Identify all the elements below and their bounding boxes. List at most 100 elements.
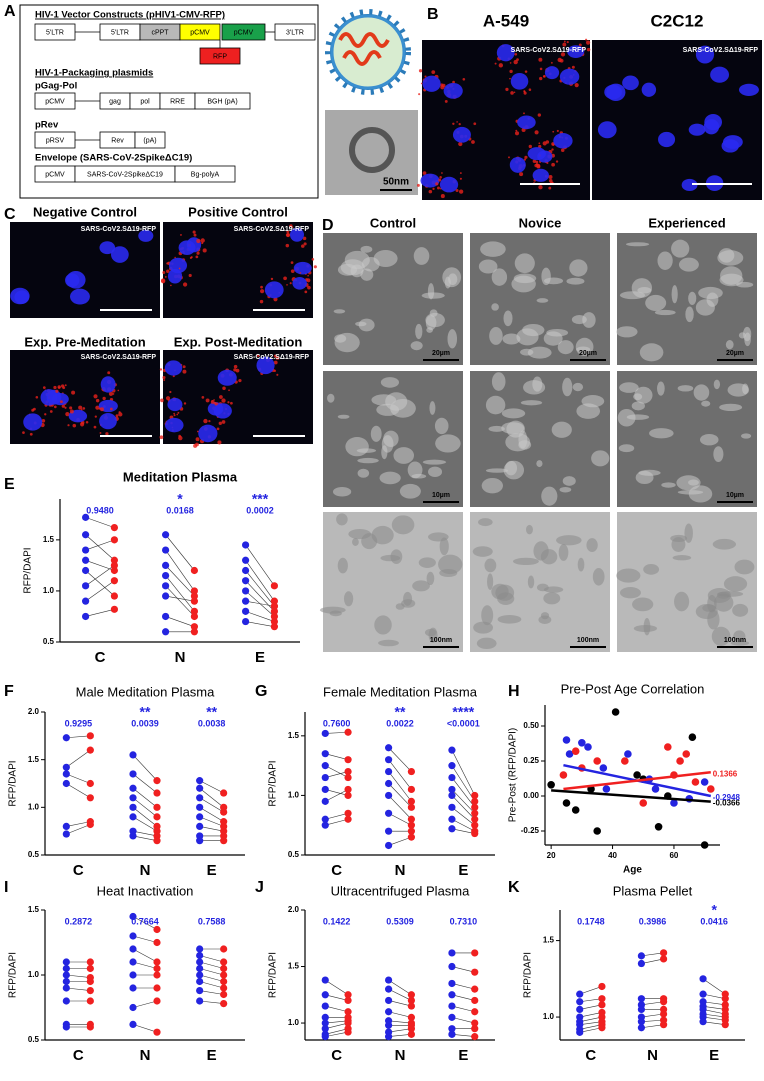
rfp-signal (188, 273, 192, 278)
pair-line (199, 990, 224, 995)
image-caption: SARS-CoV2.SΔ19-RFP (683, 47, 759, 54)
texture (434, 417, 449, 435)
pre-dot (196, 794, 204, 802)
post-dot (220, 789, 228, 797)
pair-line (165, 595, 195, 602)
rfp-signal (65, 412, 70, 417)
pre-dot (129, 784, 137, 792)
pair-line (199, 807, 224, 822)
texture (559, 486, 572, 493)
pre-dot (448, 773, 456, 782)
rfp-signal (105, 432, 109, 436)
texture (348, 528, 371, 540)
texture (478, 259, 498, 274)
texture (719, 403, 743, 411)
rfp-signal (307, 274, 309, 277)
pair-line (132, 788, 158, 808)
rfp-signal (439, 175, 442, 179)
texture (424, 628, 437, 637)
pre-dot (448, 991, 456, 999)
post-dot (598, 1001, 606, 1009)
texture (645, 294, 667, 311)
pair-line (579, 1024, 602, 1030)
pre-dot (196, 987, 204, 995)
pre-dot (242, 617, 250, 626)
post-dot (110, 561, 118, 569)
x-tick-label: C (585, 1047, 596, 1064)
texture (688, 291, 697, 305)
y-axis-label: Pre-Post (RFP/DAPI) (508, 728, 519, 822)
pre-dot (62, 964, 70, 973)
pair-line (132, 961, 158, 969)
y-tick-label: 1.5 (43, 535, 55, 544)
post-dot (407, 797, 415, 805)
nucleus (688, 123, 706, 136)
rfp-signal (534, 163, 538, 168)
texture (557, 340, 574, 355)
rfp-signal (286, 233, 290, 237)
rfp-signal (93, 394, 98, 399)
pre-dot (129, 971, 137, 979)
pre-dot (448, 962, 456, 971)
pre-dot (448, 949, 456, 957)
nucleus (420, 173, 440, 188)
rfp-signal (550, 61, 553, 64)
texture (360, 268, 374, 281)
construct-label: (pA) (143, 137, 156, 144)
rfp-signal (435, 182, 439, 186)
rfp-signal (117, 389, 120, 392)
rfp-signal (162, 271, 166, 274)
texture (370, 425, 382, 442)
post-dot (471, 1019, 479, 1027)
rfp-signal (462, 77, 466, 81)
image-caption: SARS-CoV2.SΔ19-RFP (81, 226, 157, 233)
texture (505, 460, 518, 476)
texture (625, 242, 650, 247)
y-tick-label: 0.50 (523, 721, 539, 730)
pair-line (245, 611, 275, 622)
fit-line (551, 789, 711, 803)
pre-dot (385, 985, 393, 993)
pre-dot (385, 767, 393, 776)
panel-label: D (322, 217, 334, 234)
pre-dot (196, 997, 204, 1005)
post-dot (86, 964, 94, 973)
pair-line (451, 795, 475, 820)
rfp-signal (289, 224, 293, 227)
pair-line (388, 747, 412, 772)
rfp-signal (432, 187, 435, 190)
post-dot (598, 982, 606, 991)
rfp-signal (513, 59, 518, 65)
pair-line (703, 1021, 726, 1026)
x-tick-label: E (458, 862, 468, 879)
texture (527, 346, 552, 359)
post-dot (190, 592, 198, 600)
rfp-signal (311, 258, 315, 261)
pre-dot (321, 976, 329, 984)
pre-dot (321, 750, 329, 758)
texture (478, 518, 493, 527)
rfp-signal (183, 402, 187, 405)
x-tick-label: E (709, 1047, 719, 1064)
post-dot (153, 997, 161, 1005)
rfp-signal (523, 158, 527, 161)
pair-line (451, 789, 475, 814)
texture (413, 247, 430, 265)
pair-line (388, 795, 412, 820)
rfp-signal (524, 70, 528, 73)
pre-dot (448, 1030, 456, 1038)
pre-dot (129, 751, 137, 759)
texture (713, 379, 721, 390)
y-tick-label: 1.0 (288, 1018, 300, 1027)
pre-dot (162, 628, 170, 636)
post-dot (153, 925, 161, 934)
pre-dot (196, 803, 204, 811)
nucleus (167, 268, 183, 284)
texture (327, 393, 335, 403)
pre-dot (448, 815, 456, 823)
rfp-signal (441, 172, 443, 174)
image-title: Exp. Pre-Meditation (24, 334, 145, 349)
pre-dot (321, 1013, 329, 1021)
texture (676, 475, 701, 491)
pair-line (66, 783, 91, 799)
